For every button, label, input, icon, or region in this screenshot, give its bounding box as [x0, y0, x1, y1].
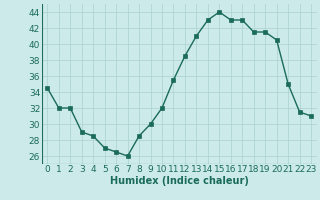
X-axis label: Humidex (Indice chaleur): Humidex (Indice chaleur)	[110, 176, 249, 186]
